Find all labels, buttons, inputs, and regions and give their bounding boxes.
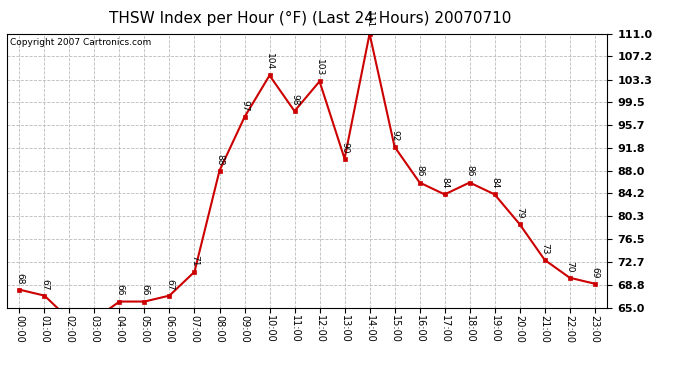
Text: 97: 97 — [240, 100, 249, 111]
Text: 67: 67 — [40, 279, 49, 290]
Text: THSW Index per Hour (°F) (Last 24 Hours) 20070710: THSW Index per Hour (°F) (Last 24 Hours)… — [109, 11, 512, 26]
Text: 79: 79 — [515, 207, 524, 219]
Text: 84: 84 — [440, 177, 449, 189]
Text: 63: 63 — [0, 374, 1, 375]
Text: 104: 104 — [265, 53, 274, 70]
Text: 84: 84 — [490, 177, 499, 189]
Text: 86: 86 — [465, 165, 474, 177]
Text: 63: 63 — [0, 374, 1, 375]
Text: 103: 103 — [315, 58, 324, 76]
Text: 69: 69 — [590, 267, 599, 278]
Text: 66: 66 — [115, 285, 124, 296]
Text: 71: 71 — [190, 255, 199, 266]
Text: 88: 88 — [215, 154, 224, 165]
Text: Copyright 2007 Cartronics.com: Copyright 2007 Cartronics.com — [10, 38, 151, 47]
Text: 90: 90 — [340, 142, 349, 153]
Text: 73: 73 — [540, 243, 549, 254]
Text: 92: 92 — [390, 130, 399, 141]
Text: 98: 98 — [290, 94, 299, 105]
Text: 66: 66 — [140, 285, 149, 296]
Text: 68: 68 — [15, 273, 24, 284]
Text: 86: 86 — [415, 165, 424, 177]
Text: 70: 70 — [565, 261, 574, 272]
Text: 67: 67 — [165, 279, 174, 290]
Text: 111: 111 — [365, 11, 374, 28]
